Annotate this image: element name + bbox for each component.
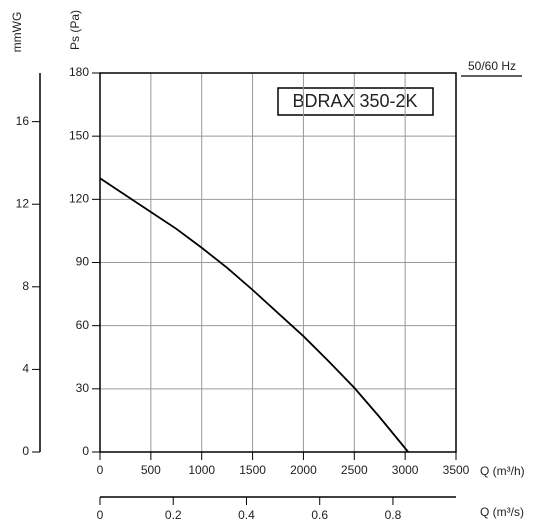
annotation: 50/60 Hz — [468, 59, 516, 73]
chart-title: BDRAX 350-2K — [292, 91, 417, 111]
y-axis-label: Ps (Pa) — [68, 10, 82, 50]
y-tick-label: 0 — [82, 444, 89, 458]
x-tick-label: 3500 — [443, 463, 470, 477]
x-tick-label: 1500 — [239, 463, 266, 477]
x2-tick-label: 0.4 — [238, 508, 255, 522]
y2-tick-label: 0 — [22, 444, 29, 458]
x-axis-label: Q (m³/h) — [480, 464, 525, 478]
x2-tick-label: 0.2 — [165, 508, 182, 522]
x-tick-label: 2500 — [341, 463, 368, 477]
y2-tick-label: 16 — [16, 114, 30, 128]
y-tick-label: 150 — [69, 128, 89, 142]
x-tick-label: 500 — [141, 463, 161, 477]
y2-tick-label: 12 — [16, 196, 30, 210]
x2-tick-label: 0.6 — [311, 508, 328, 522]
plot-frame — [99, 72, 457, 453]
x-tick-label: 2000 — [290, 463, 317, 477]
y-tick-label: 30 — [76, 381, 90, 395]
x2-tick-label: 0 — [97, 508, 104, 522]
y2-tick-label: 8 — [22, 279, 29, 293]
y-tick-label: 120 — [69, 192, 89, 206]
x-tick-label: 0 — [97, 463, 104, 477]
curve — [99, 177, 409, 453]
y-tick-label: 60 — [76, 318, 90, 332]
y2-tick-label: 4 — [22, 362, 29, 376]
x-tick-label: 1000 — [188, 463, 215, 477]
x2-axis-label: Q (m³/s) — [480, 505, 524, 519]
x2-tick-label: 0.8 — [385, 508, 402, 522]
x-tick-label: 3000 — [392, 463, 419, 477]
y2-axis-label: mmWG — [10, 12, 24, 53]
y-tick-label: 90 — [76, 255, 90, 269]
y-tick-label: 180 — [69, 65, 89, 79]
